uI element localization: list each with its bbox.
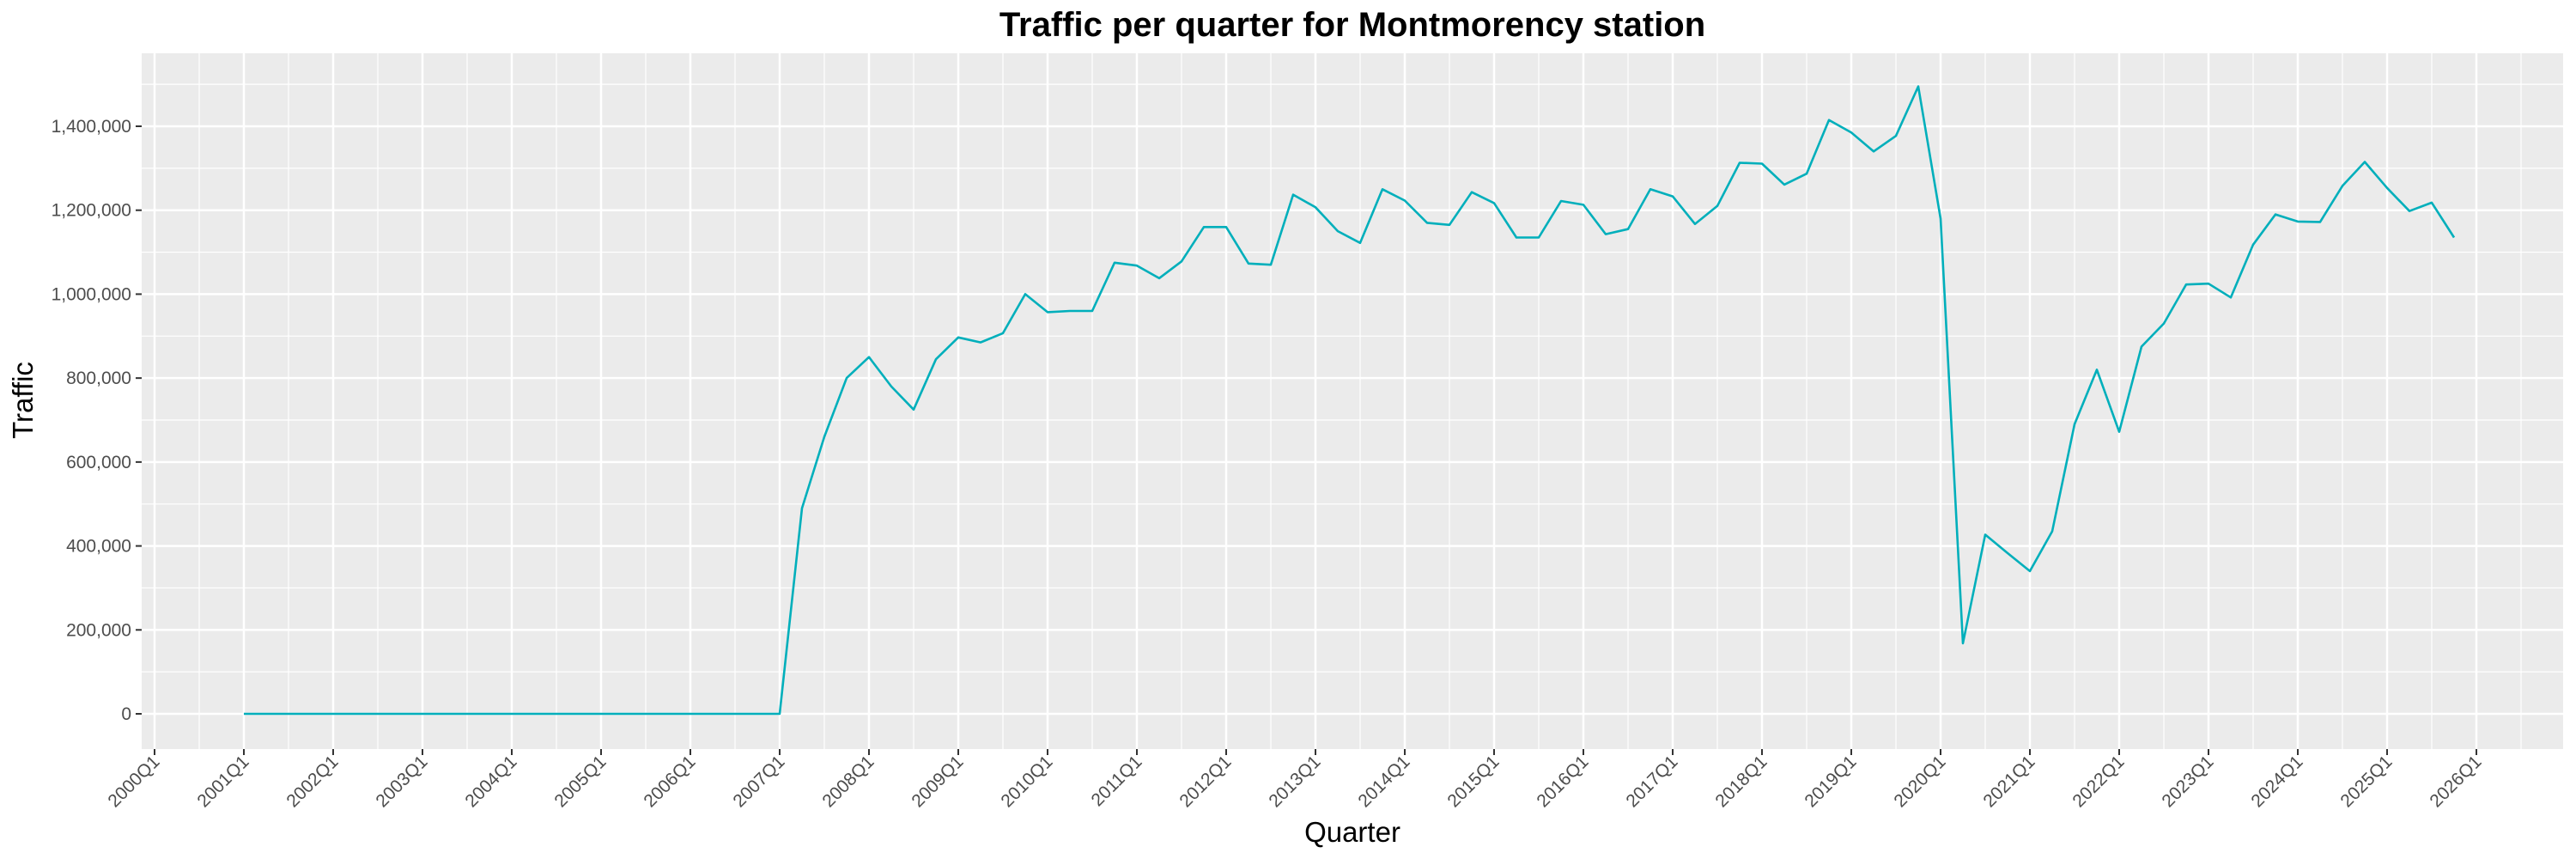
y-tick-label: 1,400,000 bbox=[52, 117, 131, 137]
y-tick-label: 1,200,000 bbox=[52, 201, 131, 221]
x-tick-label: 2026Q1 bbox=[2426, 752, 2485, 811]
y-axis-title: Traffic bbox=[7, 362, 39, 439]
x-tick-label: 2001Q1 bbox=[193, 752, 252, 811]
y-tick-label: 400,000 bbox=[66, 537, 131, 557]
x-tick-label: 2025Q1 bbox=[2336, 752, 2396, 811]
plot-panel bbox=[142, 53, 2563, 749]
y-tick-label: 0 bbox=[121, 704, 131, 724]
x-tick-label: 2004Q1 bbox=[461, 752, 520, 811]
x-tick-label: 2006Q1 bbox=[640, 752, 699, 811]
x-tick-label: 2005Q1 bbox=[550, 752, 610, 811]
x-tick-label: 2009Q1 bbox=[908, 752, 967, 811]
y-tick-label: 1,000,000 bbox=[52, 284, 131, 304]
y-tick-label: 600,000 bbox=[66, 453, 131, 472]
x-axis-title: Quarter bbox=[1304, 816, 1400, 848]
x-tick-label: 2003Q1 bbox=[372, 752, 431, 811]
x-tick-label: 2022Q1 bbox=[2069, 752, 2128, 811]
x-tick-label: 2011Q1 bbox=[1088, 752, 1146, 810]
x-tick-label: 2012Q1 bbox=[1176, 752, 1235, 811]
chart-title: Traffic per quarter for Montmorency stat… bbox=[999, 6, 1705, 44]
x-tick-label: 2018Q1 bbox=[1711, 752, 1771, 811]
x-tick-label: 2016Q1 bbox=[1533, 752, 1592, 811]
x-tick-label: 2013Q1 bbox=[1265, 752, 1324, 811]
x-tick-label: 2020Q1 bbox=[1890, 752, 1949, 811]
panel-background bbox=[142, 53, 2563, 749]
x-tick-label: 2010Q1 bbox=[997, 752, 1056, 811]
series-line-traffic bbox=[244, 85, 2456, 716]
x-tick-label: 2021Q1 bbox=[1979, 752, 2038, 811]
y-tick-label: 200,000 bbox=[66, 620, 131, 640]
x-tick-label: 2015Q1 bbox=[1443, 752, 1503, 811]
x-tick-label: 2024Q1 bbox=[2247, 752, 2306, 811]
x-tick-label: 2008Q1 bbox=[818, 752, 878, 811]
x-tick-label: 2017Q1 bbox=[1622, 752, 1681, 811]
y-tick-label: 800,000 bbox=[66, 369, 131, 388]
x-tick-label: 2007Q1 bbox=[729, 752, 788, 811]
x-tick-label: 2014Q1 bbox=[1354, 752, 1413, 811]
x-tick-label: 2002Q1 bbox=[283, 752, 342, 811]
x-tick-label: 2023Q1 bbox=[2158, 752, 2217, 811]
x-tick-label: 2000Q1 bbox=[104, 752, 163, 811]
x-tick-label: 2019Q1 bbox=[1801, 752, 1860, 811]
